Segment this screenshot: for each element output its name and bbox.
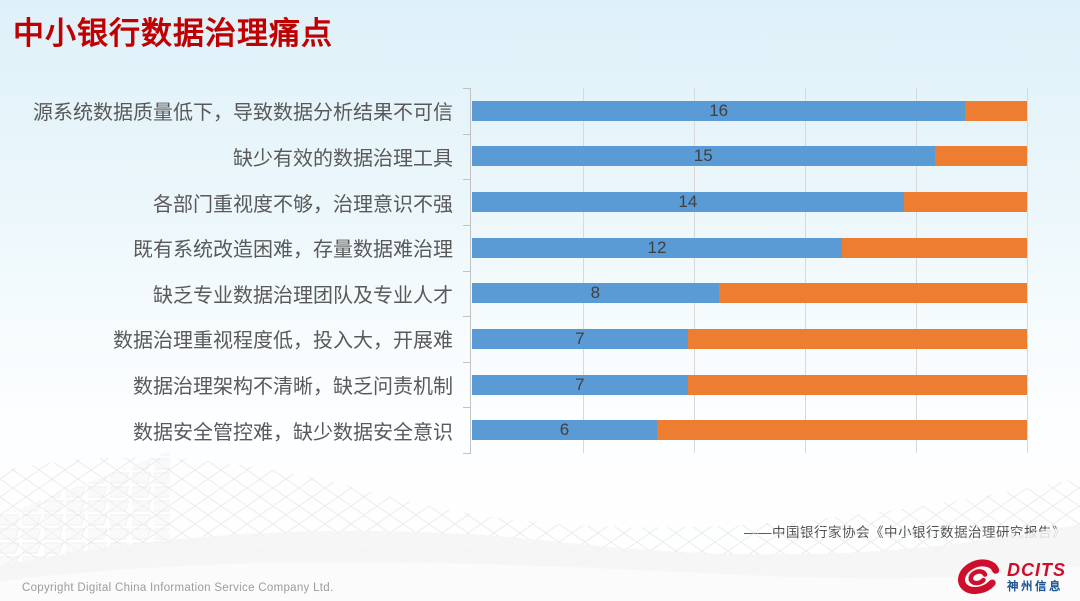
category-label: 数据治理架构不清晰，缺乏问责机制: [133, 376, 453, 399]
bar-value-label: 12: [647, 237, 667, 257]
gridline: [583, 88, 584, 453]
category-label: 缺乏专业数据治理团队及专业人才: [153, 284, 453, 307]
bar-orange-segment: [657, 420, 1027, 441]
bar-orange-segment: [903, 192, 1027, 213]
gridline: [1027, 88, 1028, 453]
logo-chinese-name: 神州信息: [1007, 580, 1063, 593]
bar-orange-segment: [842, 237, 1027, 258]
chart-row: 既有系统改造困难，存量数据难治理 12: [0, 225, 1027, 271]
bar-orange-segment: [718, 283, 1027, 304]
chart-row: 源系统数据质量低下，导致数据分析结果不可信 16: [0, 88, 1027, 134]
chart-row: 缺乏专业数据治理团队及专业人才 8: [0, 271, 1027, 317]
gridline: [694, 88, 695, 453]
bar-value-label: 15: [693, 146, 713, 166]
axis-tick: [463, 133, 471, 135]
axis-tick: [463, 88, 471, 89]
axis-tick: [463, 361, 471, 363]
bar-blue-segment: 8: [472, 283, 719, 304]
bar-track: 15: [472, 146, 1027, 167]
logo-swirl-icon: [958, 559, 1000, 595]
bar-blue-segment: 12: [472, 237, 842, 258]
logo-wordmark: DCITS: [1007, 559, 1066, 580]
gridlines: [472, 88, 1028, 453]
bar-value-label: 16: [709, 100, 729, 120]
logo-text-block: DCITS 神州信息: [1007, 559, 1066, 593]
bar-track: 7: [472, 328, 1027, 349]
bar-orange-segment: [934, 146, 1027, 167]
pain-points-bar-chart: 源系统数据质量低下，导致数据分析结果不可信 16 缺少有效的数据治理工具 15 各部门重…: [0, 88, 1028, 454]
bar-blue-segment: 7: [472, 328, 688, 349]
chart-row: 数据治理架构不清晰，缺乏问责机制 7: [0, 362, 1027, 408]
bar-value-label: 7: [575, 374, 585, 394]
source-citation: ——中国银行家协会《中小银行数据治理研究报告》: [744, 525, 1066, 540]
bar-track: 12: [472, 237, 1027, 258]
axis-tick: [463, 224, 471, 226]
chart-row: 数据安全管控难，缺少数据安全意识 6: [0, 407, 1027, 453]
gridline: [805, 88, 806, 453]
bar-blue-segment: 15: [472, 146, 935, 167]
gridline: [916, 88, 917, 453]
bar-track: 7: [472, 374, 1027, 395]
bar-blue-segment: 16: [472, 100, 966, 121]
category-label: 源系统数据质量低下，导致数据分析结果不可信: [33, 102, 453, 125]
bar-track: 8: [472, 283, 1027, 304]
bar-value-label: 14: [678, 192, 698, 212]
bar-blue-segment: 6: [472, 420, 657, 441]
bar-blue-segment: 14: [472, 192, 904, 213]
axis-tick: [463, 316, 471, 318]
category-label: 数据安全管控难，缺少数据安全意识: [133, 421, 453, 444]
bar-orange-segment: [965, 100, 1027, 121]
axis-tick: [463, 179, 471, 181]
chart-rows: 源系统数据质量低下，导致数据分析结果不可信 16 缺少有效的数据治理工具 15 各部门重…: [0, 88, 1027, 453]
bar-value-label: 6: [559, 420, 570, 440]
axis-ticks: [463, 88, 471, 454]
chart-row: 数据治理重视程度低，投入大，开展难 7: [0, 316, 1027, 362]
chart-row: 缺少有效的数据治理工具 15: [0, 134, 1027, 180]
dcits-logo: DCITS 神州信息: [956, 558, 1066, 596]
bar-track: 6: [472, 420, 1027, 441]
category-label: 缺少有效的数据治理工具: [233, 147, 453, 170]
bar-blue-segment: 7: [472, 374, 688, 395]
bar-orange-segment: [687, 374, 1027, 395]
axis-tick: [463, 407, 471, 409]
slide-title: 中小银行数据治理痛点: [13, 16, 333, 51]
bar-track: 16: [472, 100, 1027, 121]
category-label: 既有系统改造困难，存量数据难治理: [133, 239, 453, 262]
bar-orange-segment: [687, 328, 1027, 349]
copyright-text: Copyright Digital China Information Serv…: [22, 582, 334, 594]
category-label: 各部门重视度不够，治理意识不强: [153, 193, 453, 216]
axis-tick: [463, 453, 471, 454]
bar-value-label: 7: [575, 328, 585, 348]
axis-tick: [463, 270, 471, 272]
bar-track: 14: [472, 192, 1027, 213]
chart-row: 各部门重视度不够，治理意识不强 14: [0, 179, 1027, 225]
bar-value-label: 8: [590, 283, 601, 303]
category-label: 数据治理重视程度低，投入大，开展难: [113, 330, 453, 353]
